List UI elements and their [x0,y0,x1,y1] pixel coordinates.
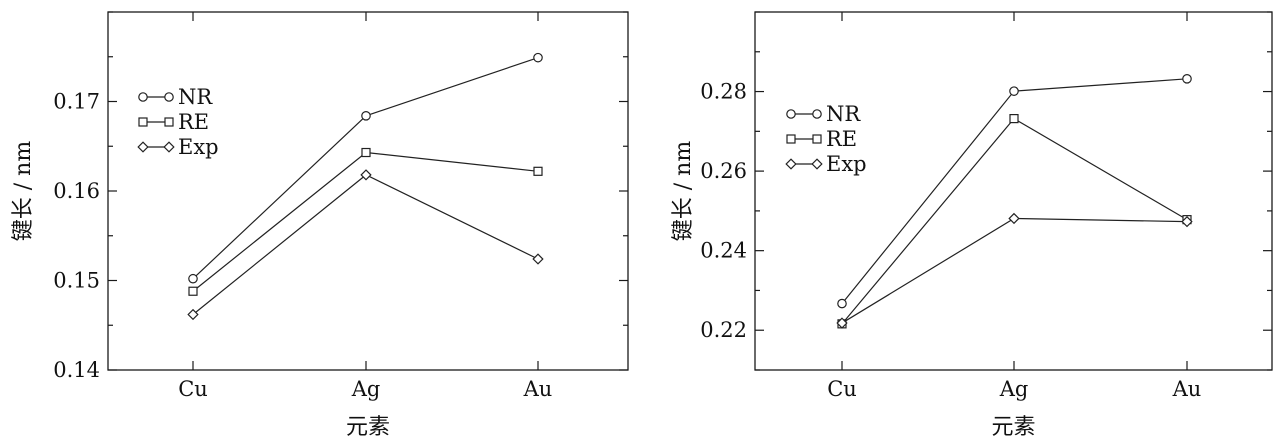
x-tick-label: Ag [351,377,381,401]
legend-marker [164,117,174,127]
legend-label: RE [826,127,857,151]
point-nr-au [1182,74,1192,84]
y-tick-label: 0.15 [53,269,100,293]
y-tick-label: 0.26 [700,159,747,183]
legend-label: NR [826,102,861,126]
x-tick-label: Cu [827,377,857,401]
point-nr-ag [361,111,371,121]
legend-marker [812,134,822,144]
x-tick-label: Cu [178,377,208,401]
x-tick-label: Au [523,377,553,401]
series-line-exp [841,217,1188,324]
legend-marker [786,109,796,119]
point-nr-au [533,52,543,63]
legend-marker [786,134,796,144]
point-re-ag [1009,114,1019,124]
legend-marker [811,158,823,170]
series-line-nr [841,78,1188,304]
point-exp-ag [1008,212,1020,225]
series-line-exp [192,174,539,315]
y-tick-label: 0.14 [53,358,100,382]
point-exp-cu [836,317,848,329]
legend-marker [785,158,797,170]
y-tick-label: 0.24 [700,239,747,263]
point-re-cu [188,286,198,296]
legend-marker [137,141,149,153]
point-exp-au [1181,215,1193,228]
series-line-nr [192,57,539,280]
y-axis-title: 键长 / nm [11,141,36,242]
y-axis-title: 键长 / nm [671,141,696,242]
legend-marker [163,141,175,153]
legend-marker [812,109,822,119]
legend-marker [138,117,148,127]
x-axis-title: 元素 [346,415,390,440]
point-nr-ag [1009,86,1019,96]
point-exp-au [532,253,544,265]
x-tick-label: Au [1172,377,1202,401]
point-re-ag [361,147,371,158]
x-axis-title: 元素 [991,415,1035,440]
y-tick-label: 0.16 [53,179,100,203]
plot-frame [107,11,629,371]
legend-label: Exp [826,152,867,176]
legend-label: Exp [178,135,219,159]
y-tick-label: 0.28 [700,80,747,104]
point-exp-ag [360,169,372,181]
point-nr-cu [188,273,198,284]
point-exp-cu [187,308,199,321]
legend-label: RE [178,110,209,134]
y-tick-label: 0.22 [700,318,747,342]
legend-marker [138,92,148,102]
plot-frame [754,11,1273,371]
legend-marker [164,92,174,102]
y-tick-label: 0.17 [53,90,100,114]
x-tick-label: Ag [999,377,1029,401]
point-re-au [533,166,543,176]
point-nr-cu [837,298,847,309]
legend-label: NR [178,85,213,109]
